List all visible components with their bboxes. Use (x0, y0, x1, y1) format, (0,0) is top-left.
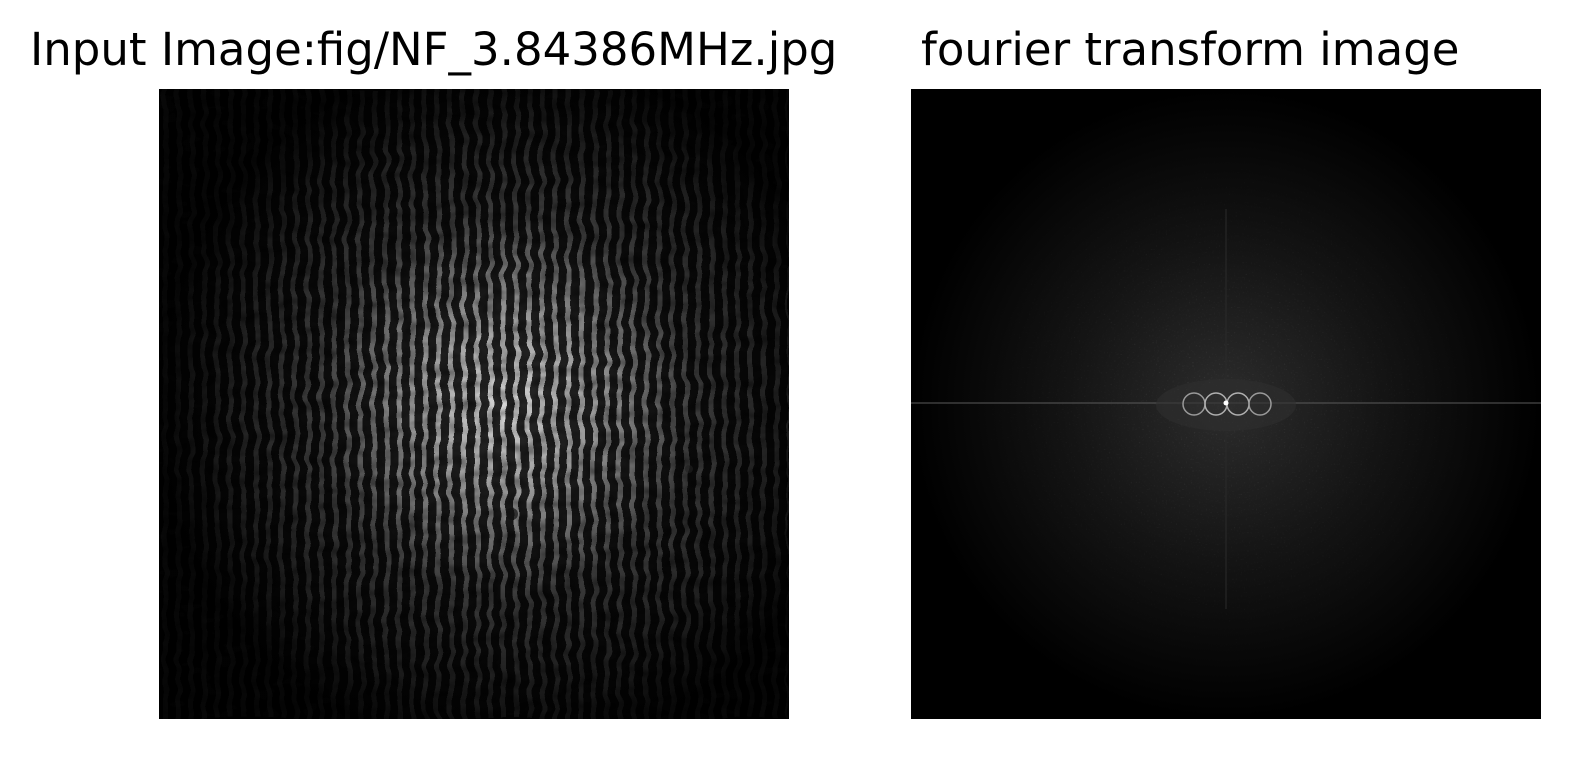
fourier-transform-panel (911, 89, 1541, 719)
dc-peak (1223, 400, 1229, 406)
fourier-transform-graphic (911, 89, 1541, 719)
input-image-graphic (159, 89, 789, 719)
ring-peak (1248, 392, 1272, 416)
input-image-title: Input Image:fig/NF_3.84386MHz.jpg (30, 23, 838, 76)
input-image-panel (159, 89, 789, 719)
fourier-transform-title: fourier transform image (921, 23, 1460, 76)
dust-spot (685, 465, 693, 473)
speckle-noise (159, 89, 789, 719)
dust-spot (506, 508, 518, 520)
